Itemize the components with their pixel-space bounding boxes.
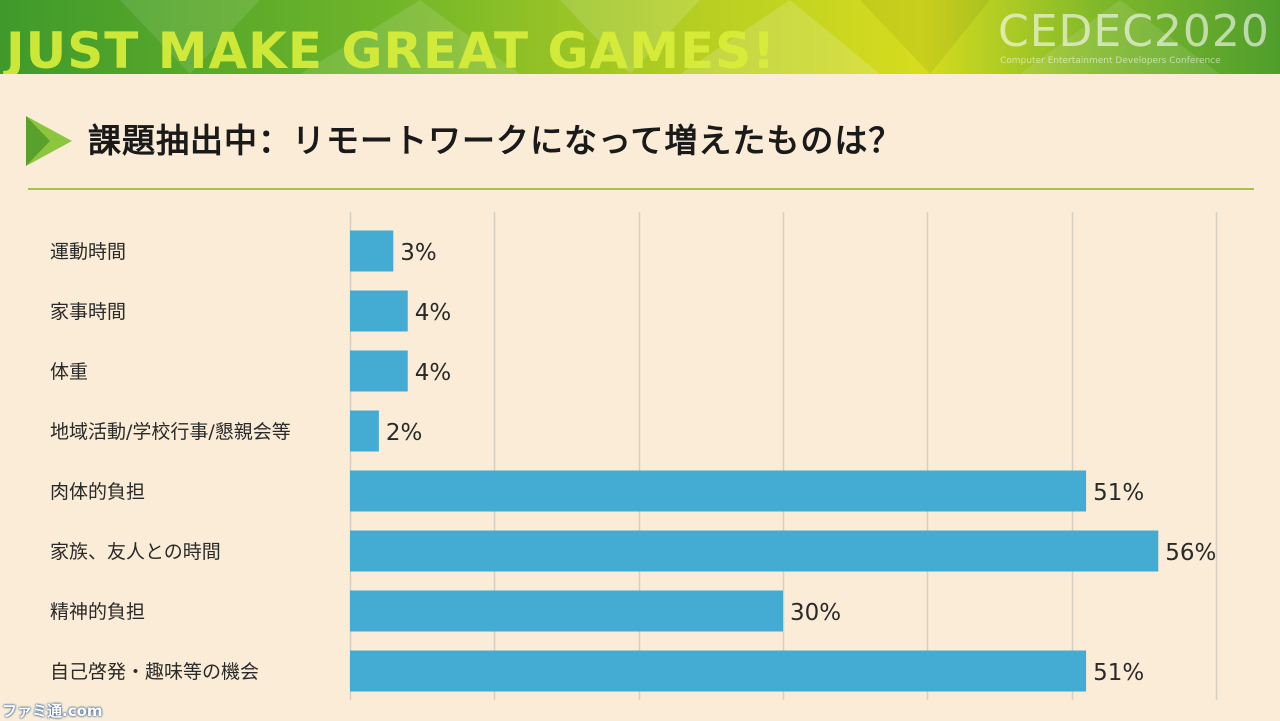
cedec-logo: CEDEC2020 (998, 6, 1270, 57)
value-label: 2% (386, 420, 423, 446)
category-label: 自己啓発・趣味等の機会 (50, 661, 259, 683)
value-label: 51% (1093, 660, 1144, 686)
banner-pattern (120, 0, 1220, 74)
bar (350, 470, 1087, 512)
slide-title: 課題抽出中：リモートワークになって増えたものは？ (88, 121, 903, 160)
bar (350, 350, 408, 392)
chart-bars (350, 230, 1159, 692)
bar (350, 650, 1087, 692)
bar (350, 590, 783, 632)
header-banner: JUST MAKE GREAT GAMES! CEDEC2020 Compute… (0, 0, 1280, 74)
value-label: 4% (415, 300, 452, 326)
value-label: 51% (1093, 480, 1144, 506)
category-label: 家事時間 (50, 301, 126, 323)
bar (350, 230, 394, 272)
value-label: 3% (400, 240, 437, 266)
bar (350, 290, 408, 332)
category-label: 地域活動/学校行事/懇親会等 (50, 421, 291, 443)
value-label: 4% (415, 360, 452, 386)
category-label: 精神的負担 (50, 601, 145, 623)
category-label: 家族、友人との時間 (50, 541, 221, 563)
value-label: 56% (1165, 540, 1216, 566)
bar (350, 530, 1159, 572)
title-arrow-icon (26, 116, 72, 166)
chart-category-labels: 運動時間家事時間体重地域活動/学校行事/懇親会等肉体的負担家族、友人との時間精神… (50, 241, 291, 683)
value-label: 30% (790, 600, 841, 626)
cedec-logo-subtitle: Computer Entertainment Developers Confer… (1000, 56, 1221, 66)
category-label: 肉体的負担 (50, 481, 145, 503)
source-watermark: ファミ通.com (2, 702, 103, 720)
category-label: 体重 (50, 361, 88, 383)
category-label: 運動時間 (50, 241, 126, 263)
bar (350, 410, 379, 452)
title-divider (28, 188, 1254, 190)
banner-slogan: JUST MAKE GREAT GAMES! (6, 22, 776, 74)
chart-value-labels: 3% 4% 4% 2% 51% 56% 30% 51% (386, 240, 1217, 686)
